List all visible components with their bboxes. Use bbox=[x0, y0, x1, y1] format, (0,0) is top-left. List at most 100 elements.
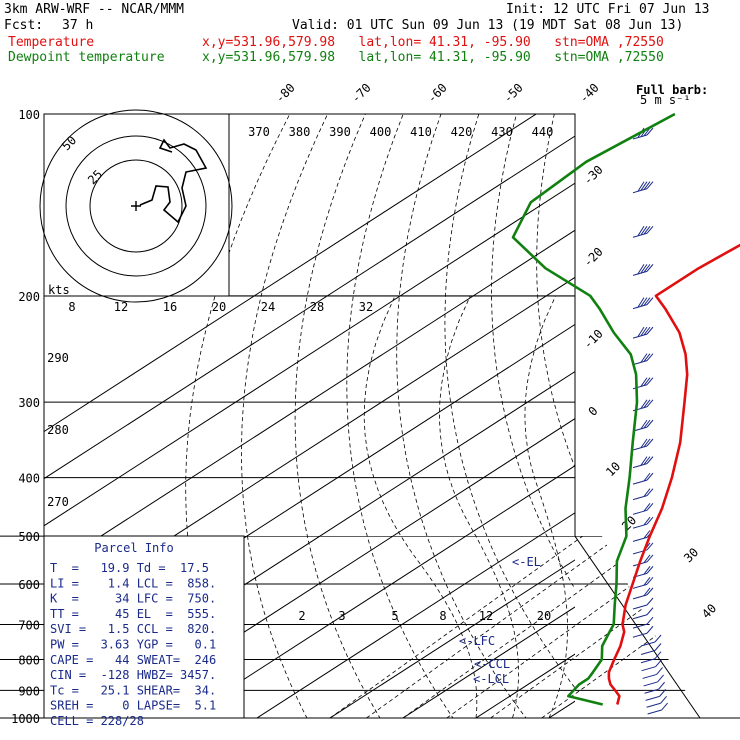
dry-adiabat bbox=[346, 114, 454, 718]
wind-barb-staff bbox=[647, 709, 662, 715]
wind-barb-staff bbox=[632, 536, 648, 542]
wind-barb-flag bbox=[646, 181, 654, 190]
wind-barb-staff bbox=[640, 641, 656, 647]
wind-barb-flag bbox=[654, 643, 662, 651]
isotherm bbox=[44, 114, 538, 433]
wind-barb-flag bbox=[643, 438, 651, 448]
isotherm bbox=[329, 559, 575, 718]
wind-barb-staff bbox=[632, 270, 648, 276]
wind-barb bbox=[632, 353, 654, 366]
wind-barb bbox=[632, 472, 654, 485]
wind-barb-flag bbox=[643, 488, 651, 497]
wind-barb-flag bbox=[637, 326, 645, 337]
hodograph-speed-tick: 16 bbox=[163, 300, 177, 314]
parcel-info-row: CIN = -128 HWBZ= 3457. bbox=[50, 668, 216, 682]
dry-adiabat bbox=[294, 114, 381, 718]
wind-barb-flag bbox=[646, 488, 654, 496]
moist-adiabat bbox=[524, 295, 568, 718]
wind-barb-flag bbox=[643, 181, 651, 190]
dewpoint-location: x,y=531.96,579.98 lat,lon= 41.31, -95.90… bbox=[202, 50, 664, 65]
wind-barb bbox=[632, 625, 654, 638]
theta-label: 400 bbox=[370, 125, 392, 139]
dewpoint-legend: Dewpoint temperature bbox=[8, 50, 165, 65]
isotherm bbox=[44, 182, 575, 527]
dry-adiabat bbox=[536, 114, 575, 469]
pressure-tick-label: 700 bbox=[18, 618, 40, 632]
theta-label: 290 bbox=[47, 351, 69, 365]
valid-time: Valid: 01 UTC Sun 09 Jun 13 (19 MDT Sat … bbox=[292, 18, 684, 33]
wind-barb-flag bbox=[643, 297, 651, 306]
wind-barb-flag bbox=[654, 651, 662, 660]
wind-barb-flag bbox=[637, 297, 645, 308]
wind-barb-staff bbox=[632, 632, 648, 638]
parcel-marker-lcl: <-LCL bbox=[473, 672, 509, 686]
wind-barbs: Full barb:5 m s⁻¹ bbox=[632, 83, 708, 715]
mixing-ratio-line bbox=[490, 536, 700, 718]
wind-barb-flag bbox=[640, 326, 648, 337]
wind-barb-flag bbox=[646, 566, 654, 574]
wind-barb-staff bbox=[632, 594, 648, 600]
wind-barb-flag bbox=[646, 607, 654, 616]
wind-barb-flag bbox=[640, 419, 648, 430]
wind-barb-flag bbox=[646, 419, 654, 428]
wind-barb-staff bbox=[632, 604, 648, 610]
wind-barb bbox=[632, 225, 654, 238]
wind-barb bbox=[647, 702, 668, 715]
wind-barb-flag bbox=[643, 530, 651, 539]
moist-adiabat bbox=[586, 296, 655, 718]
dry-adiabat bbox=[580, 114, 740, 731]
wind-barb-flag bbox=[643, 472, 651, 482]
wind-barb-flag bbox=[646, 225, 654, 234]
wind-barb bbox=[643, 674, 664, 687]
isotherm bbox=[44, 135, 575, 480]
pressure-tick-label: 600 bbox=[18, 578, 40, 592]
wind-barb-flag bbox=[640, 438, 648, 448]
theta-label: 370 bbox=[248, 125, 270, 139]
wind-barb bbox=[632, 326, 654, 339]
wind-barb-staff bbox=[644, 688, 659, 694]
mixing-ratio-label: 2 bbox=[298, 609, 305, 623]
wind-barb-staff bbox=[640, 658, 656, 664]
isotherm-label: -10 bbox=[581, 327, 606, 352]
forecast-label: Fcst: bbox=[4, 18, 44, 33]
forecast-hours: 37 h bbox=[62, 18, 94, 33]
wind-barb-flag bbox=[646, 438, 654, 447]
wind-barb-staff bbox=[632, 333, 648, 339]
pressure-tick-label: 500 bbox=[18, 530, 40, 544]
isotherm-label: -80 bbox=[273, 81, 298, 106]
wind-barb bbox=[632, 616, 654, 629]
temperature-curve bbox=[607, 243, 740, 705]
isotherm bbox=[256, 512, 575, 718]
parcel-marker-lfc: <-LFC bbox=[459, 634, 495, 648]
parcel-info-row: Tc = 25.1 SHEAR= 34. bbox=[50, 683, 216, 697]
wind-barb-staff bbox=[632, 384, 648, 390]
wind-barb-flag bbox=[646, 456, 654, 464]
parcel-marker-el: <-EL bbox=[512, 555, 541, 569]
theta-label: 270 bbox=[47, 495, 69, 509]
wind-barb-flag bbox=[643, 456, 651, 465]
theta-label: 390 bbox=[329, 125, 351, 139]
parcel-info-row: T = 19.9 Td = 17.5 bbox=[50, 561, 209, 575]
dry-adiabat bbox=[444, 114, 575, 689]
dry-adiabat bbox=[704, 114, 740, 731]
wind-barb-staff bbox=[642, 673, 657, 679]
isotherm bbox=[475, 653, 575, 718]
mixing-ratio-line bbox=[366, 536, 620, 718]
theta-label: 280 bbox=[47, 423, 69, 437]
theta-label: 440 bbox=[532, 125, 554, 139]
isotherm bbox=[44, 276, 575, 621]
wind-barb-flag bbox=[646, 597, 654, 606]
mixing-ratio-line bbox=[402, 536, 656, 718]
wind-barb bbox=[645, 689, 666, 701]
parcel-panel-box bbox=[43, 535, 245, 719]
wind-barb-staff bbox=[632, 614, 648, 620]
wind-barb-staff bbox=[632, 232, 648, 238]
isotherm-label: -70 bbox=[349, 81, 374, 106]
wind-barb-flag bbox=[640, 353, 648, 363]
wind-barb-flag bbox=[656, 667, 663, 675]
wind-barb-flag bbox=[637, 181, 645, 192]
wind-barb-staff bbox=[646, 702, 661, 708]
wind-barb-flag bbox=[640, 377, 648, 387]
wind-barb bbox=[644, 681, 665, 694]
